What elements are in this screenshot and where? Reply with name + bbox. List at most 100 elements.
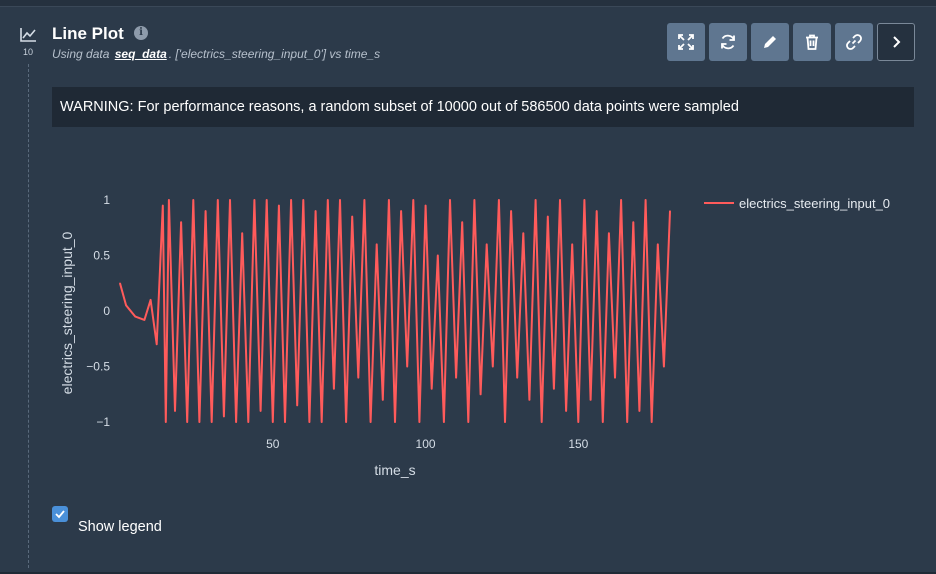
data-point: [210, 421, 213, 423]
data-point: [473, 199, 476, 201]
pencil-icon: [764, 36, 776, 48]
data-point: [657, 243, 659, 246]
data-point: [143, 319, 146, 321]
data-point: [388, 199, 390, 201]
data-point: [498, 199, 500, 201]
data-point: [595, 210, 598, 212]
x-tick-label: 150: [568, 437, 588, 451]
data-point: [174, 410, 176, 412]
dataset-link[interactable]: seq_data: [114, 47, 167, 61]
data-point: [547, 215, 549, 218]
data-point: [168, 199, 170, 201]
x-tick-label: 100: [416, 437, 436, 451]
next-button[interactable]: [877, 23, 915, 61]
link-icon: [846, 34, 862, 50]
data-point: [198, 421, 201, 423]
data-point: [424, 204, 427, 207]
data-point: [571, 243, 573, 246]
data-point: [375, 243, 378, 246]
y-tick-label: 0: [103, 304, 110, 318]
data-point: [333, 387, 335, 390]
y-tick-label: 1: [103, 193, 110, 207]
line-chart: 1 0.5 0 −0.5 −1 50 100 150 time_s electrics_steer…: [59, 193, 890, 478]
data-point: [186, 421, 188, 423]
data-point: [602, 421, 604, 423]
data-point: [577, 421, 580, 423]
data-point: [296, 404, 298, 407]
data-point: [320, 421, 323, 423]
refresh-button[interactable]: [709, 23, 747, 61]
expand-icon: [678, 34, 694, 50]
refresh-icon: [721, 34, 735, 50]
data-point: [308, 421, 311, 423]
data-point: [400, 210, 402, 212]
data-point: [449, 199, 451, 201]
subtitle-prefix: Using data: [52, 47, 110, 61]
trash-icon: [806, 34, 818, 50]
series-line-0: [119, 199, 671, 423]
data-point: [351, 215, 354, 218]
data-point: [363, 199, 366, 201]
data-point: [553, 387, 555, 390]
data-point: [241, 232, 243, 235]
legend-entry: electrics_steering_input_0: [739, 196, 890, 211]
data-point: [669, 210, 671, 212]
data-point: [192, 199, 195, 201]
data-point: [614, 376, 616, 379]
data-point: [345, 421, 347, 423]
data-point: [418, 421, 421, 423]
data-point: [589, 399, 592, 401]
data-point: [430, 387, 433, 390]
y-axis-label: electrics_steering_input_0: [59, 231, 75, 394]
y-tick-label: −0.5: [86, 360, 110, 374]
data-point: [125, 304, 127, 307]
data-point: [357, 376, 360, 379]
data-point: [394, 421, 396, 423]
data-point: [162, 204, 164, 207]
cell-title: Line Plot: [52, 24, 124, 43]
data-point: [644, 199, 647, 201]
data-point: [516, 376, 518, 379]
data-point: [620, 199, 622, 201]
data-point: [461, 221, 464, 223]
data-point: [247, 421, 250, 423]
data-point: [632, 221, 635, 223]
data-point: [608, 232, 610, 235]
info-icon[interactable]: i: [134, 26, 148, 40]
data-point: [504, 421, 506, 423]
show-legend-checkbox[interactable]: [52, 506, 68, 522]
data-point: [327, 199, 329, 201]
data-point: [638, 410, 641, 412]
data-point: [528, 399, 531, 401]
data-point: [583, 199, 586, 201]
link-button[interactable]: [835, 23, 873, 61]
cell-subtitle: Using data seq_data. ['electrics_steerin…: [52, 47, 380, 61]
data-point: [253, 199, 256, 201]
data-point: [522, 232, 525, 235]
checkmark-icon: [55, 510, 65, 519]
delete-button[interactable]: [793, 23, 831, 61]
data-point: [663, 365, 665, 368]
data-point: [165, 421, 167, 423]
data-point: [626, 421, 628, 423]
data-point: [479, 393, 482, 396]
subtitle-suffix: . ['electrics_steering_input_0'] vs time…: [168, 47, 381, 61]
data-point: [650, 421, 653, 423]
data-point: [510, 210, 512, 212]
data-point: [314, 210, 317, 212]
data-point: [278, 204, 280, 207]
data-point: [443, 421, 445, 423]
cell-number: 10: [22, 47, 33, 57]
data-point: [369, 421, 372, 423]
data-point: [204, 210, 207, 212]
data-point: [492, 365, 494, 368]
data-point: [382, 399, 384, 401]
data-point: [265, 199, 268, 201]
expand-button[interactable]: [667, 23, 705, 61]
x-axis-label: time_s: [374, 462, 415, 478]
data-point: [302, 199, 305, 201]
edit-button[interactable]: [751, 23, 789, 61]
data-point: [540, 421, 543, 423]
show-legend-label: Show legend: [78, 519, 162, 535]
data-point: [406, 365, 409, 368]
